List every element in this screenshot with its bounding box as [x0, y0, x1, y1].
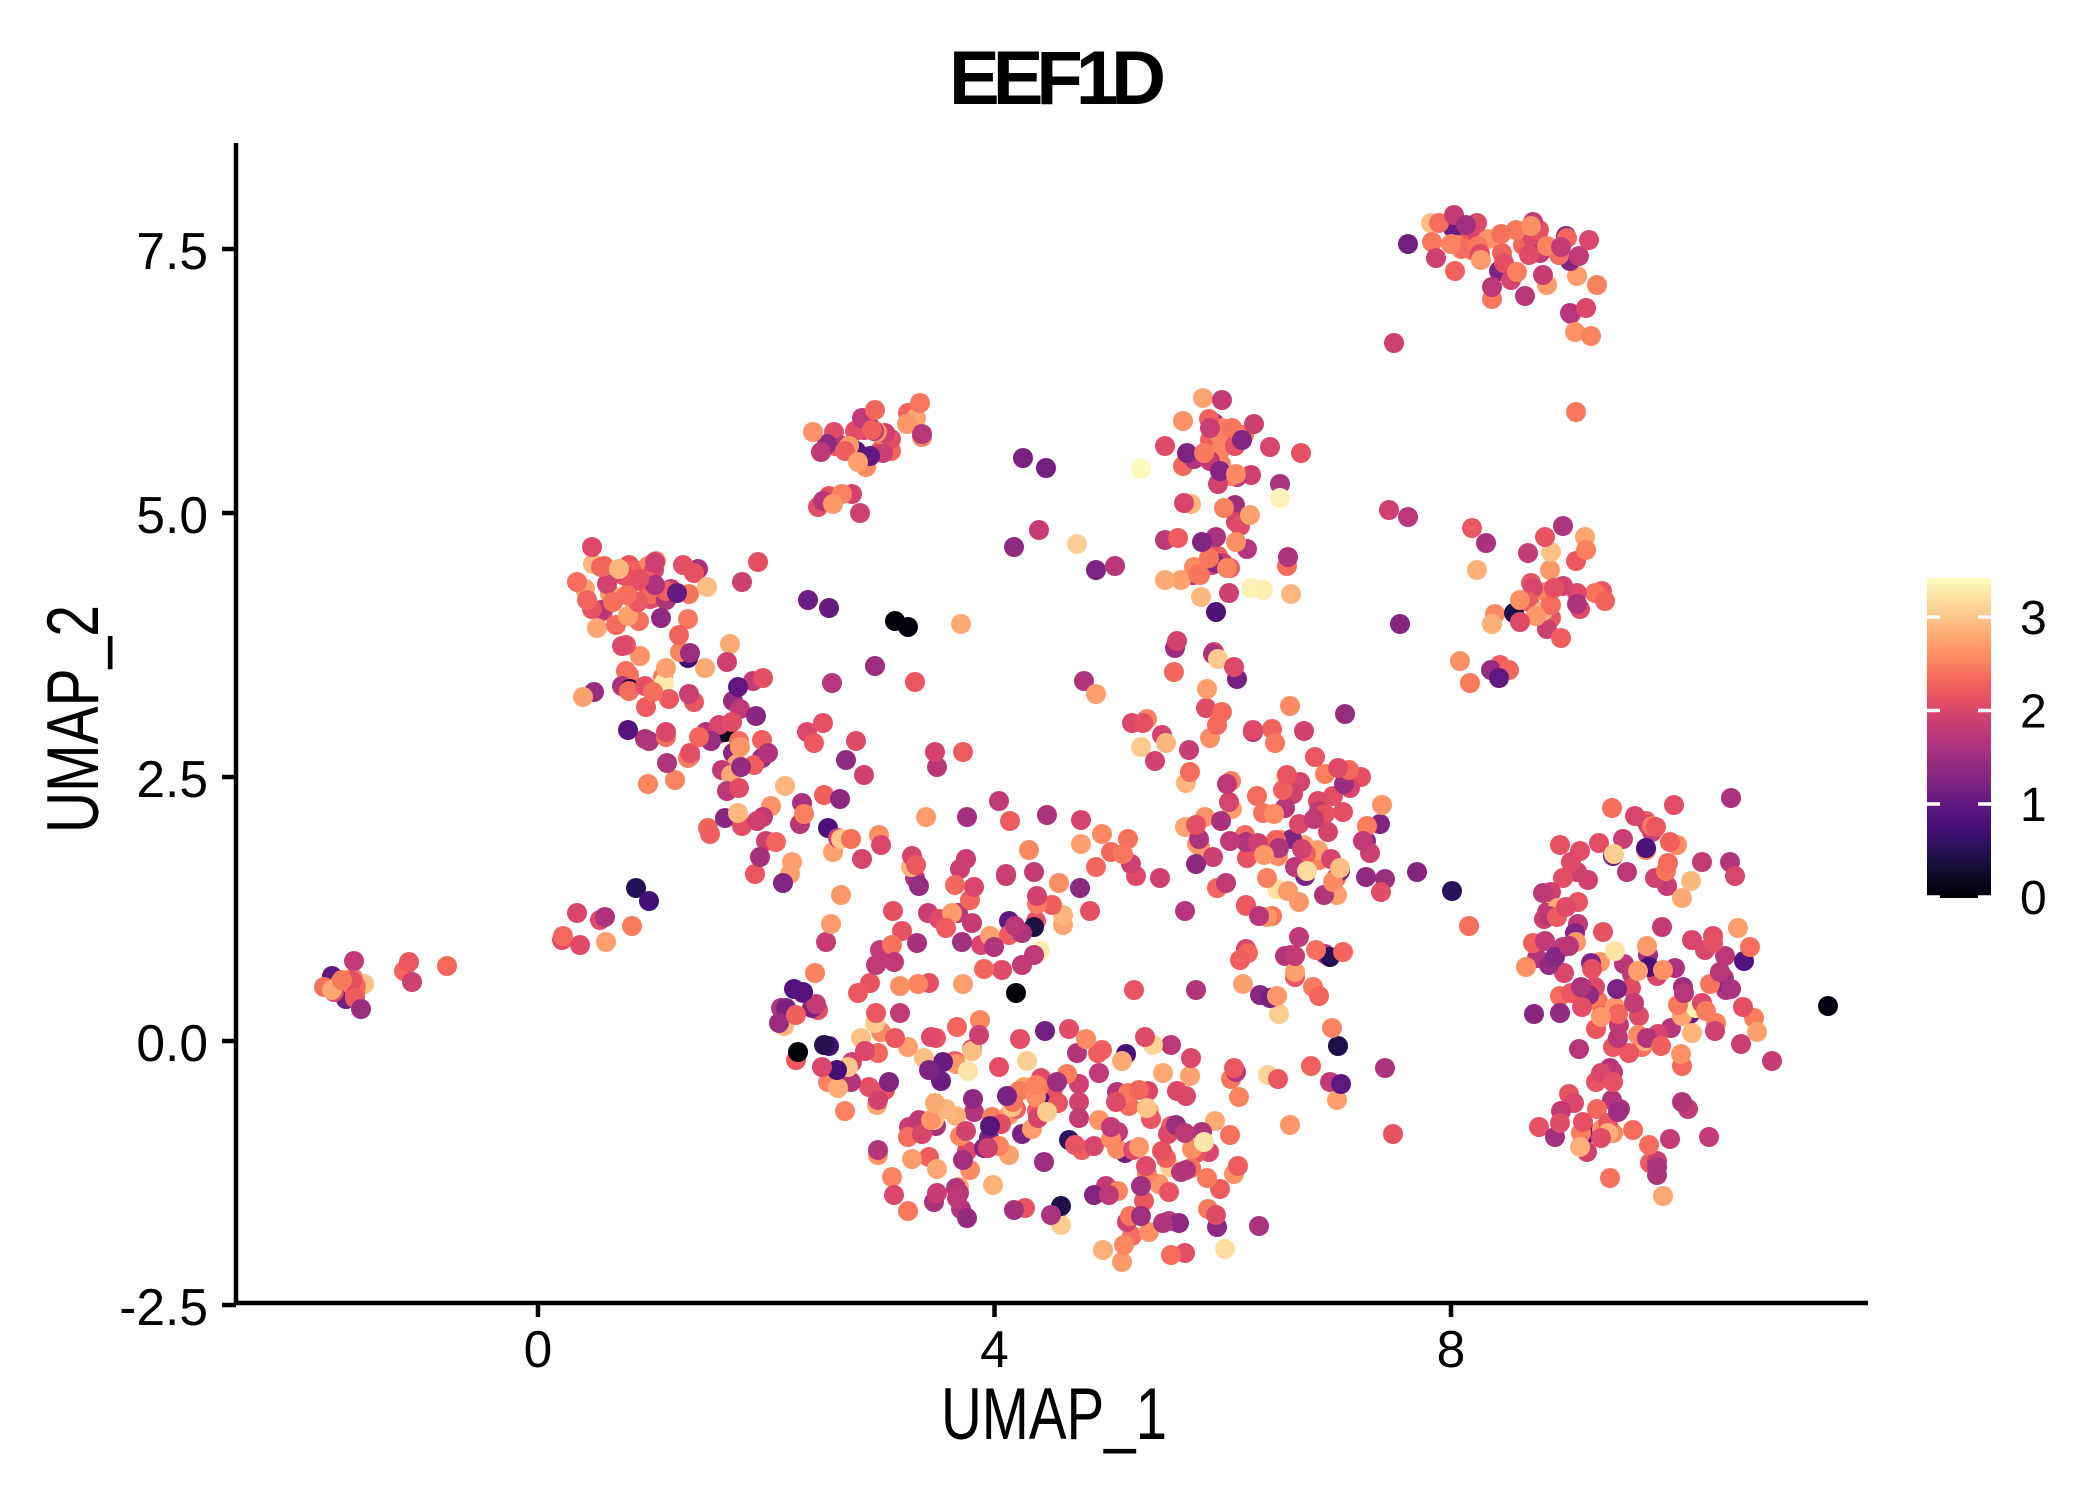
svg-text:7.5: 7.5 — [136, 222, 208, 280]
svg-text:0.0: 0.0 — [136, 1014, 208, 1072]
svg-text:1: 1 — [2020, 779, 2047, 832]
svg-text:0: 0 — [2020, 872, 2047, 925]
svg-text:UMAP_2: UMAP_2 — [33, 605, 114, 833]
svg-text:4: 4 — [980, 1320, 1009, 1378]
svg-text:2.5: 2.5 — [136, 750, 208, 808]
svg-text:2: 2 — [2020, 686, 2047, 739]
svg-text:-2.5: -2.5 — [119, 1278, 208, 1336]
svg-text:5.0: 5.0 — [136, 486, 208, 544]
svg-text:EEF1D: EEF1D — [949, 36, 1163, 121]
svg-text:0: 0 — [524, 1320, 553, 1378]
svg-text:8: 8 — [1437, 1320, 1466, 1378]
svg-text:3: 3 — [2020, 592, 2047, 645]
svg-text:UMAP_1: UMAP_1 — [941, 1374, 1167, 1455]
